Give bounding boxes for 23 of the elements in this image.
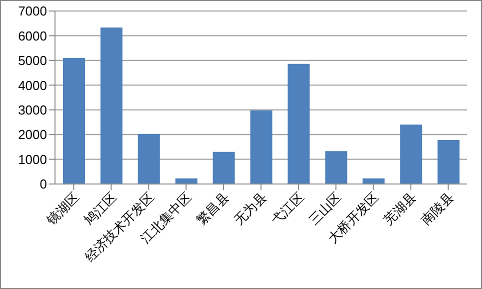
x-tick-label: 镜湖区: [42, 190, 82, 228]
bar: [325, 151, 348, 184]
bar: [63, 58, 85, 184]
y-tick-label: 3000: [18, 102, 47, 118]
y-tick-label: 4000: [18, 78, 47, 93]
y-tick-label: 2000: [18, 127, 47, 142]
bar: [438, 140, 460, 184]
bar: [250, 110, 272, 184]
bar: [288, 64, 310, 184]
bar: [138, 134, 160, 184]
y-tick-label: 6000: [18, 28, 47, 44]
x-tick-label: 南陵县: [418, 190, 456, 228]
bar: [400, 124, 422, 184]
y-tick-label: 1000: [18, 152, 47, 167]
x-tick-label: 无为县: [230, 190, 270, 228]
bar: [100, 28, 122, 184]
x-tick-label: 芜湖县: [380, 190, 419, 228]
y-tick-label: 0: [40, 176, 47, 192]
y-tick-label: 7000: [18, 4, 47, 19]
y-tick-label: 5000: [18, 53, 47, 68]
x-tick-label: 繁昌县: [193, 190, 232, 228]
x-tick-label: 弋江区: [268, 190, 307, 228]
bar: [212, 152, 235, 184]
